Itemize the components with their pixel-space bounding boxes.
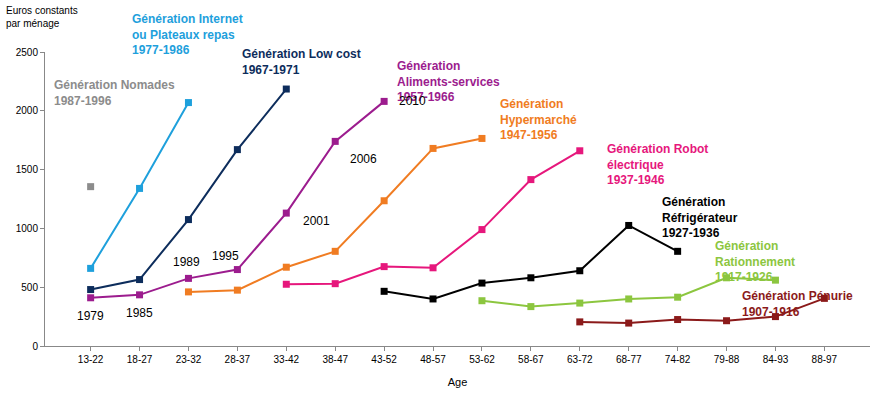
svg-text:Génération Pénurie1907-1916: Génération Pénurie1907-1916 — [742, 289, 853, 319]
svg-text:23-32: 23-32 — [176, 354, 202, 365]
svg-text:1500: 1500 — [16, 164, 39, 175]
svg-text:38-47: 38-47 — [322, 354, 348, 365]
svg-text:GénérationRationnement1917-192: GénérationRationnement1917-1926 — [715, 239, 795, 284]
svg-text:13-22: 13-22 — [78, 354, 104, 365]
svg-text:Euros constantspar ménage: Euros constantspar ménage — [6, 5, 78, 29]
svg-text:88-97: 88-97 — [812, 354, 838, 365]
svg-text:Age: Age — [448, 376, 468, 388]
svg-text:2000: 2000 — [16, 105, 39, 116]
svg-text:33-42: 33-42 — [274, 354, 300, 365]
svg-text:43-52: 43-52 — [371, 354, 397, 365]
svg-text:58-67: 58-67 — [518, 354, 544, 365]
svg-text:Génération Nomades1987-1996: Génération Nomades1987-1996 — [54, 78, 175, 108]
svg-text:Génération Robotélectrique1937: Génération Robotélectrique1937-1946 — [607, 142, 708, 187]
svg-text:48-57: 48-57 — [420, 354, 446, 365]
svg-text:500: 500 — [21, 282, 38, 293]
svg-text:63-72: 63-72 — [567, 354, 593, 365]
svg-text:84-93: 84-93 — [763, 354, 789, 365]
svg-text:GénérationHypermarché1947-1956: GénérationHypermarché1947-1956 — [500, 97, 577, 142]
svg-text:79-88: 79-88 — [714, 354, 740, 365]
svg-text:2010: 2010 — [399, 94, 426, 108]
svg-text:18-27: 18-27 — [127, 354, 153, 365]
svg-text:28-37: 28-37 — [225, 354, 251, 365]
svg-text:1000: 1000 — [16, 223, 39, 234]
svg-text:Génération Internetou Plateaux: Génération Internetou Plateaux repas1977… — [132, 12, 243, 57]
svg-text:GénérationRéfrigérateur1927-19: GénérationRéfrigérateur1927-1936 — [662, 195, 738, 240]
svg-text:68-77: 68-77 — [616, 354, 642, 365]
svg-text:2500: 2500 — [16, 47, 39, 58]
svg-text:1989: 1989 — [173, 255, 200, 269]
svg-text:0: 0 — [32, 341, 38, 352]
svg-text:53-62: 53-62 — [469, 354, 495, 365]
svg-text:2001: 2001 — [303, 214, 330, 228]
svg-text:2006: 2006 — [350, 152, 377, 166]
svg-text:1979: 1979 — [77, 309, 104, 323]
svg-text:74-82: 74-82 — [665, 354, 691, 365]
svg-text:GénérationAliments-services195: GénérationAliments-services1957-1966 — [397, 59, 500, 104]
svg-text:1995: 1995 — [212, 249, 239, 263]
svg-text:Génération Low cost1967-1971: Génération Low cost1967-1971 — [242, 47, 361, 77]
svg-text:1985: 1985 — [126, 306, 153, 320]
